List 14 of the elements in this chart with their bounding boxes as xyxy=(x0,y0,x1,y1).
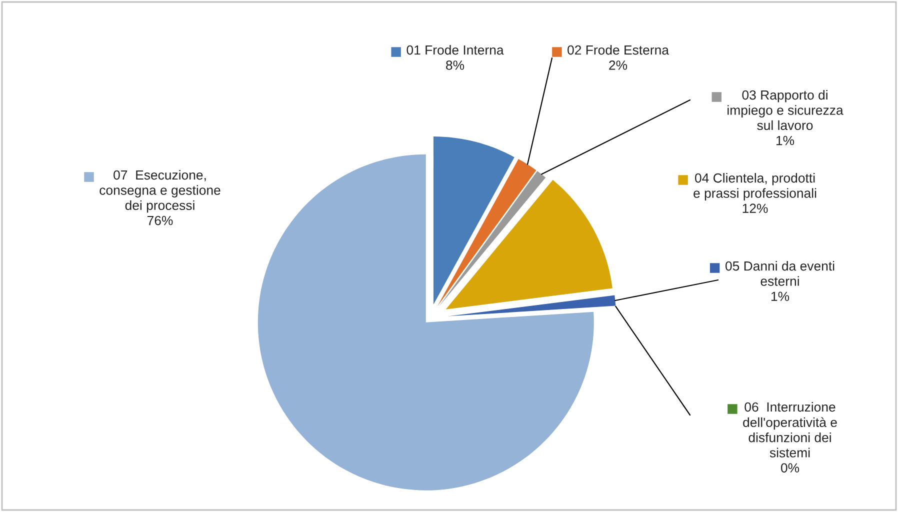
legend-label: 04 Clientela, prodotti e prassi professionali xyxy=(694,173,816,200)
data-label: 1% xyxy=(776,136,794,146)
legend-label: 01 Frode Interna xyxy=(406,45,504,55)
data-label: 2% xyxy=(609,60,628,70)
legend-label: 05 Danni da eventi esterni xyxy=(726,261,834,286)
legend-label: 02 Frode Esterna xyxy=(568,45,669,55)
legend-label: 03 Rapporto di impiego e sicurezza sul lavoro xyxy=(728,90,844,130)
data-label: 76% xyxy=(147,216,173,226)
text: 0% xyxy=(780,463,800,473)
data-label: 12% xyxy=(742,204,768,213)
legend-label: 06 Interruzione dell'operatività e disfunzioni dei sistemi xyxy=(743,402,837,458)
data-label: 8% xyxy=(446,60,464,70)
legend-label: 07 Esecuzione, consegna e gestione dei processi xyxy=(100,170,220,213)
data-label: 1% xyxy=(771,292,790,301)
